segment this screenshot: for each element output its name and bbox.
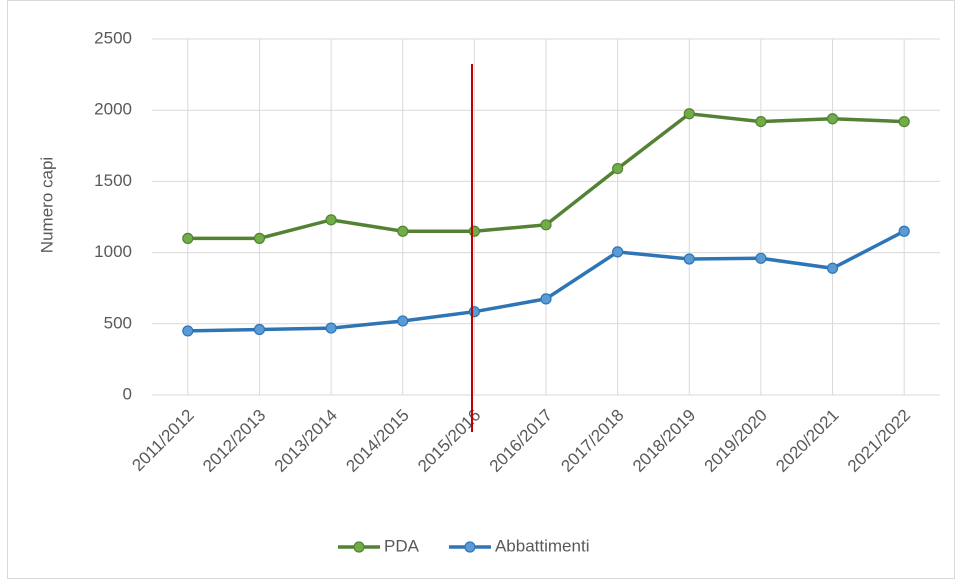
point bbox=[397, 315, 409, 327]
legend-label: PDA bbox=[384, 536, 420, 555]
point bbox=[755, 252, 767, 264]
point bbox=[325, 214, 337, 226]
point bbox=[612, 162, 624, 175]
point bbox=[182, 325, 194, 337]
y-tick-label: 2500 bbox=[94, 28, 132, 47]
legend-marker bbox=[353, 541, 365, 553]
y-axis-title: Numero capi bbox=[37, 157, 56, 253]
chart-frame bbox=[7, 0, 955, 579]
point bbox=[755, 115, 767, 128]
y-tick-label: 1000 bbox=[94, 242, 132, 261]
point bbox=[253, 232, 266, 244]
point bbox=[540, 219, 552, 231]
point bbox=[612, 246, 624, 258]
point bbox=[468, 306, 480, 318]
point bbox=[683, 253, 695, 265]
point bbox=[826, 113, 839, 125]
legend-label: Abbattimenti bbox=[495, 536, 590, 555]
point bbox=[540, 293, 552, 305]
point bbox=[898, 115, 910, 128]
point bbox=[826, 262, 839, 274]
y-tick-label: 2000 bbox=[94, 100, 132, 119]
y-tick-label: 500 bbox=[104, 313, 132, 332]
y-tick-label: 1500 bbox=[94, 171, 132, 190]
point bbox=[182, 232, 194, 244]
point bbox=[397, 225, 409, 237]
y-tick-label: 0 bbox=[123, 384, 132, 403]
legend-marker bbox=[464, 541, 476, 553]
point bbox=[325, 322, 337, 334]
point bbox=[683, 108, 695, 120]
point bbox=[898, 225, 910, 237]
point bbox=[468, 225, 480, 237]
point bbox=[253, 323, 266, 336]
